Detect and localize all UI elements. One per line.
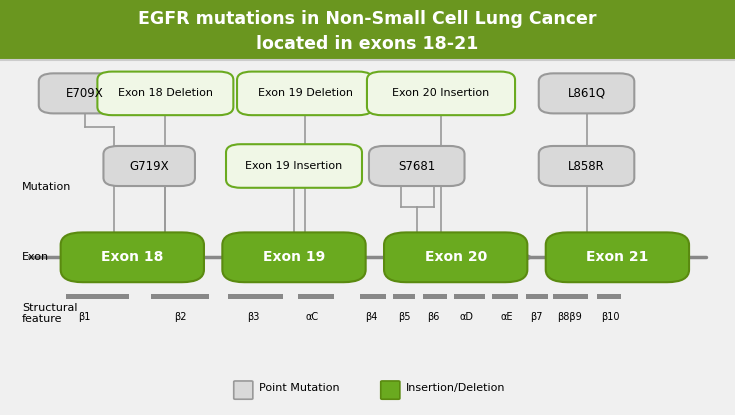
Text: Exon 18: Exon 18 [101, 250, 163, 264]
Text: G719X: G719X [129, 159, 169, 173]
Text: EGFR mutations in Non-Small Cell Lung Cancer: EGFR mutations in Non-Small Cell Lung Ca… [138, 10, 597, 28]
Text: S7681: S7681 [398, 159, 435, 173]
Text: β2: β2 [173, 312, 187, 322]
Text: Exon 20 Insertion: Exon 20 Insertion [392, 88, 490, 98]
FancyBboxPatch shape [381, 381, 400, 399]
Text: Exon 19: Exon 19 [263, 250, 325, 264]
Text: Exon 19 Insertion: Exon 19 Insertion [245, 161, 343, 171]
Text: αD: αD [459, 312, 474, 322]
Text: αE: αE [501, 312, 514, 322]
FancyBboxPatch shape [60, 232, 204, 282]
Text: Exon 21: Exon 21 [587, 250, 648, 264]
Text: L861Q: L861Q [567, 87, 606, 100]
FancyBboxPatch shape [545, 232, 689, 282]
Text: αC: αC [306, 312, 319, 322]
Bar [393, 294, 415, 299]
Bar [66, 294, 129, 299]
Text: Exon: Exon [22, 252, 49, 262]
Bar [298, 294, 334, 299]
Text: β1: β1 [79, 312, 90, 322]
Text: β8β9: β8β9 [557, 312, 582, 322]
FancyBboxPatch shape [237, 71, 373, 115]
Text: β4: β4 [365, 312, 377, 322]
Text: β10: β10 [600, 312, 620, 322]
Bar [423, 294, 447, 299]
Text: L858R: L858R [568, 159, 605, 173]
Bar [454, 294, 485, 299]
Bar [492, 294, 518, 299]
FancyBboxPatch shape [226, 144, 362, 188]
Text: Structural
feature: Structural feature [22, 303, 78, 324]
Bar [526, 294, 548, 299]
Text: Insertion/Deletion: Insertion/Deletion [406, 383, 505, 393]
FancyBboxPatch shape [0, 0, 735, 60]
Text: Exon 19 Deletion: Exon 19 Deletion [257, 88, 353, 98]
Text: E709X: E709X [65, 87, 104, 100]
Bar [597, 294, 621, 299]
Text: β3: β3 [248, 312, 259, 322]
Text: Point Mutation: Point Mutation [259, 383, 340, 393]
Bar [360, 294, 386, 299]
FancyBboxPatch shape [97, 71, 234, 115]
Bar [553, 294, 588, 299]
Text: β7: β7 [530, 312, 543, 322]
FancyBboxPatch shape [539, 73, 634, 113]
Bar [228, 294, 283, 299]
FancyBboxPatch shape [39, 73, 130, 113]
FancyBboxPatch shape [539, 146, 634, 186]
FancyBboxPatch shape [384, 232, 527, 282]
FancyBboxPatch shape [222, 232, 365, 282]
Text: located in exons 18-21: located in exons 18-21 [257, 35, 478, 54]
Text: β5: β5 [398, 312, 411, 322]
Text: Mutation: Mutation [22, 182, 71, 192]
Text: β6: β6 [428, 312, 440, 322]
FancyBboxPatch shape [367, 71, 515, 115]
Text: Exon 18 Deletion: Exon 18 Deletion [118, 88, 213, 98]
FancyBboxPatch shape [104, 146, 195, 186]
Text: Exon 20: Exon 20 [425, 250, 487, 264]
FancyBboxPatch shape [234, 381, 253, 399]
FancyBboxPatch shape [369, 146, 465, 186]
Bar [151, 294, 209, 299]
